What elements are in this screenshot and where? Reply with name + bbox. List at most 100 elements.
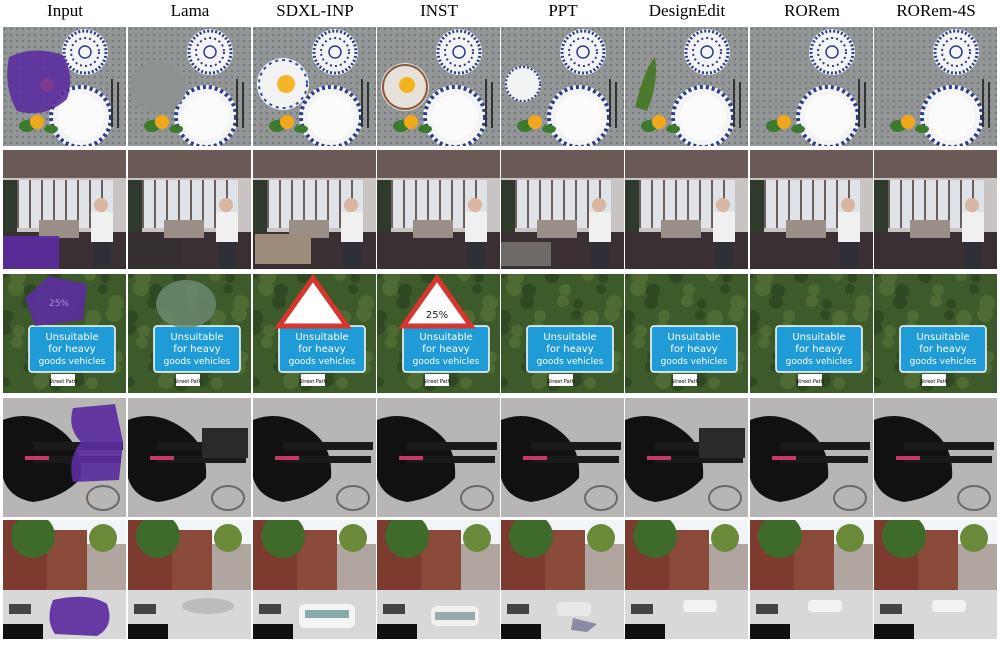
svg-text:Unsuitable: Unsuitable [667, 332, 720, 343]
scene-picture [377, 150, 500, 269]
image-living-room-rorem [750, 150, 873, 269]
svg-text:Street Path: Street Path [299, 379, 327, 385]
scene-picture [377, 520, 500, 639]
image-dog-sdxl-inp [253, 398, 376, 517]
image-road-sign-sdxl-inp: Unsuitable for heavy goods vehicles Street … [253, 274, 376, 393]
column-header-ppt: PPT [548, 1, 578, 20]
image-road-sign-lama: Unsuitable for heavy goods vehicles Street … [128, 274, 251, 393]
image-plates-rorem-4s [874, 27, 997, 146]
svg-text:for heavy: for heavy [422, 344, 469, 355]
column-headers: Input Lama SDXL-INP INST PPT DesignEdit RORem R… [0, 0, 1002, 26]
svg-text:for heavy: for heavy [919, 344, 966, 355]
column-header-inst: INST [420, 1, 458, 20]
scene-picture [128, 520, 251, 639]
image-road-sign-rorem: Unsuitable for heavy goods vehicles Street … [750, 274, 873, 393]
image-dog-rorem [750, 398, 873, 517]
image-living-room-lama [128, 150, 251, 269]
image-dog-inst [377, 398, 500, 517]
image-street-rorem [750, 520, 873, 639]
svg-text:Street Path: Street Path [174, 379, 202, 385]
column-header-sdxl-inp: SDXL-INP [276, 1, 354, 20]
image-dog-designedit [625, 398, 748, 517]
svg-text:Street Path: Street Path [671, 379, 699, 385]
image-road-sign-ppt: Unsuitable for heavy goods vehicles Street … [501, 274, 624, 393]
scene-picture [501, 520, 624, 639]
image-plates-input [3, 27, 126, 146]
svg-text:goods vehicles: goods vehicles [289, 357, 356, 367]
svg-text:for heavy: for heavy [670, 344, 717, 355]
svg-text:Street Path: Street Path [49, 379, 77, 385]
image-road-sign-input: Unsuitable for heavy goods vehicles Street … [3, 274, 126, 393]
svg-text:for heavy: for heavy [795, 344, 842, 355]
scene-picture [874, 398, 997, 517]
image-living-room-input [3, 150, 126, 269]
scene-picture [750, 150, 873, 269]
scene-picture [253, 27, 376, 146]
scene-picture [3, 150, 126, 269]
svg-text:goods vehicles: goods vehicles [910, 357, 977, 367]
svg-text:goods vehicles: goods vehicles [39, 357, 106, 367]
image-dog-input [3, 398, 126, 517]
column-header-rorem-4s: RORem-4S [896, 1, 976, 20]
scene-picture [128, 398, 251, 517]
scene-picture [377, 27, 500, 146]
image-street-sdxl-inp [253, 520, 376, 639]
image-road-sign-designedit: Unsuitable for heavy goods vehicles Street … [625, 274, 748, 393]
image-plates-inst [377, 27, 500, 146]
svg-text:Street Path: Street Path [920, 379, 948, 385]
svg-text:for heavy: for heavy [546, 344, 593, 355]
column-header-rorem: RORem [784, 1, 840, 20]
image-street-rorem-4s [874, 520, 997, 639]
scene-picture [128, 27, 251, 146]
svg-text:Street Path: Street Path [423, 379, 451, 385]
scene-picture [128, 150, 251, 269]
image-street-lama [128, 520, 251, 639]
svg-text:goods vehicles: goods vehicles [413, 357, 480, 367]
svg-text:goods vehicles: goods vehicles [786, 357, 853, 367]
image-road-sign-rorem-4s: Unsuitable for heavy goods vehicles Street … [874, 274, 997, 393]
svg-text:Street Path: Street Path [547, 379, 575, 385]
image-plates-designedit [625, 27, 748, 146]
scene-picture [3, 27, 126, 146]
scene-picture [750, 398, 873, 517]
scene-picture [377, 398, 500, 517]
svg-text:Unsuitable: Unsuitable [295, 332, 348, 343]
scene-picture [874, 520, 997, 639]
scene-picture [625, 27, 748, 146]
svg-text:Unsuitable: Unsuitable [916, 332, 969, 343]
svg-text:Street Path: Street Path [796, 379, 824, 385]
scene-picture [253, 520, 376, 639]
image-plates-lama [128, 27, 251, 146]
scene-picture [253, 150, 376, 269]
column-header-designedit: DesignEdit [648, 1, 726, 20]
scene-picture [501, 150, 624, 269]
image-living-room-designedit [625, 150, 748, 269]
svg-text:Unsuitable: Unsuitable [419, 332, 472, 343]
image-dog-rorem-4s [874, 398, 997, 517]
svg-text:25%: 25% [49, 299, 69, 309]
svg-text:goods vehicles: goods vehicles [164, 357, 231, 367]
scene-picture [3, 520, 126, 639]
scene-picture [750, 27, 873, 146]
image-plates-ppt [501, 27, 624, 146]
image-living-room-sdxl-inp [253, 150, 376, 269]
image-street-input [3, 520, 126, 639]
svg-text:for heavy: for heavy [298, 344, 345, 355]
svg-text:Unsuitable: Unsuitable [792, 332, 845, 343]
svg-text:25%: 25% [426, 310, 448, 321]
scene-picture [874, 150, 997, 269]
scene-picture [874, 27, 997, 146]
svg-text:Unsuitable: Unsuitable [170, 332, 223, 343]
svg-text:for heavy: for heavy [48, 344, 95, 355]
image-street-ppt [501, 520, 624, 639]
scene-picture [501, 398, 624, 517]
svg-text:for heavy: for heavy [173, 344, 220, 355]
svg-text:goods vehicles: goods vehicles [661, 357, 728, 367]
image-dog-ppt [501, 398, 624, 517]
column-header-lama: Lama [170, 1, 210, 20]
scene-picture [501, 27, 624, 146]
